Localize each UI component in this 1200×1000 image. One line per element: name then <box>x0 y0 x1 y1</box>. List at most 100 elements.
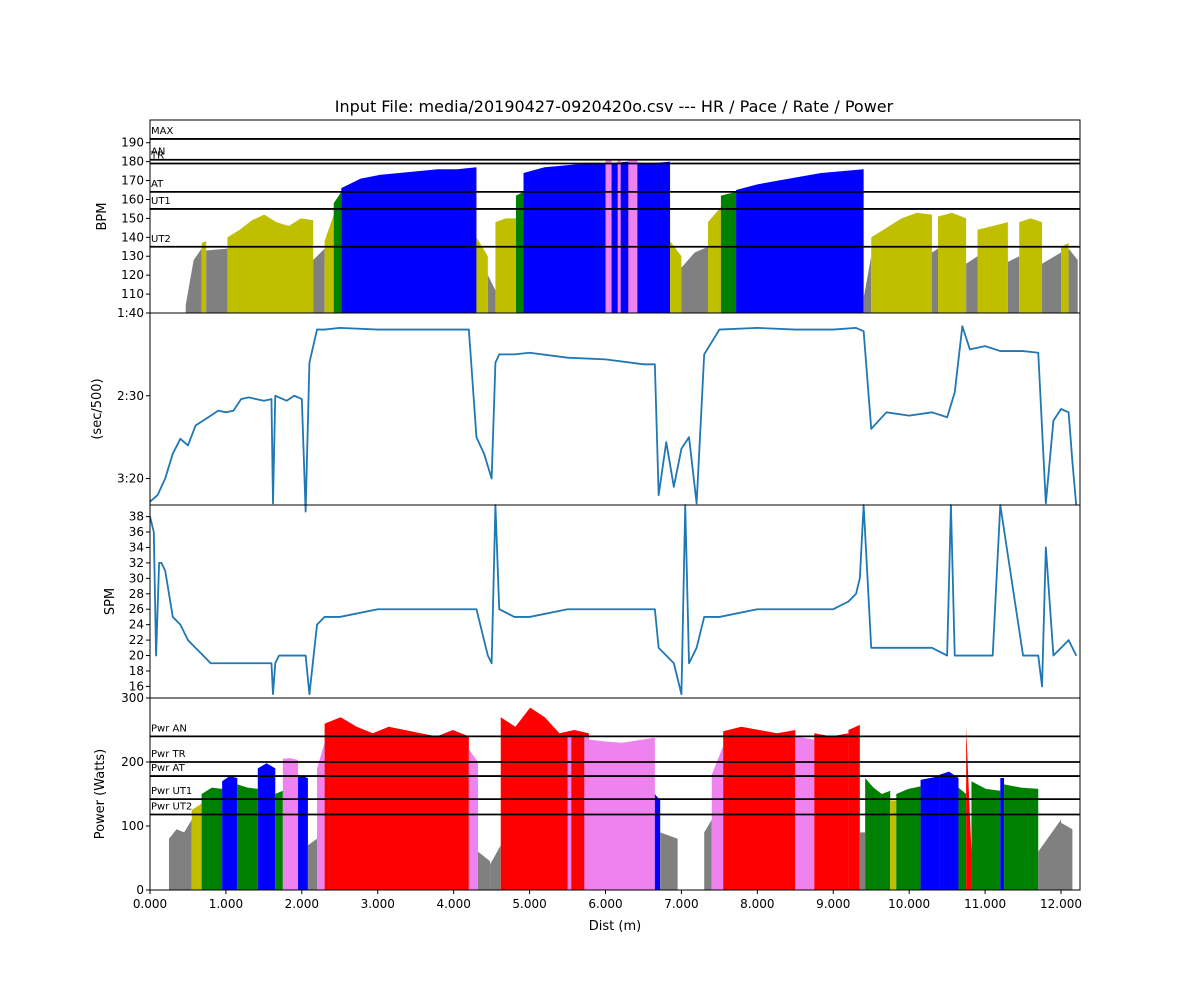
x-tick-label: 4.000 <box>436 897 470 911</box>
zone-label-pwr-ut1: Pwr UT1 <box>151 786 192 797</box>
data-point <box>483 453 485 455</box>
olive-segment-23 <box>977 222 1008 313</box>
data-point <box>1060 408 1062 410</box>
blue-segment-8 <box>298 774 308 890</box>
data-point <box>984 345 986 347</box>
data-point <box>491 477 493 480</box>
data-point <box>255 398 257 400</box>
data-point <box>202 419 204 422</box>
violet-strip-2 <box>628 159 638 313</box>
data-point <box>278 396 280 399</box>
data-point <box>301 654 303 657</box>
olive-segment-27 <box>1061 242 1069 313</box>
y-tick-label: 0 <box>136 883 144 897</box>
data-point <box>270 662 273 664</box>
data-point <box>225 411 227 413</box>
data-point <box>870 647 872 649</box>
x-tick-label: 11.000 <box>964 897 1006 911</box>
y-tick-label: 110 <box>121 287 144 301</box>
power-areas <box>168 707 1073 890</box>
axes-frame <box>149 697 1081 891</box>
data-point <box>832 608 834 610</box>
zone-label-an: AN <box>151 147 165 158</box>
data-point <box>308 362 311 364</box>
data-point <box>468 328 470 331</box>
green-segment-2 <box>201 787 223 890</box>
data-point <box>274 395 276 397</box>
y-tick-label: 130 <box>121 249 144 263</box>
violet-segment-12 <box>468 749 478 890</box>
data-point <box>240 398 242 400</box>
violet-strip-0 <box>605 159 612 313</box>
data-point <box>475 608 478 610</box>
gray-segment-0 <box>168 819 192 890</box>
x-axis-label: Dist (m) <box>589 919 641 934</box>
gray-segment-37 <box>1061 822 1073 890</box>
x-tick-label: 10.000 <box>888 897 930 911</box>
blue-segment-3 <box>222 776 238 890</box>
data-point <box>794 608 796 610</box>
data-point <box>179 624 181 626</box>
y-tick-label: 190 <box>121 136 144 150</box>
blue-segment-17 <box>654 794 661 890</box>
data-point <box>164 477 166 480</box>
data-point <box>654 608 656 610</box>
data-point <box>377 608 379 610</box>
data-point <box>160 562 162 564</box>
red-segment-21 <box>723 726 796 890</box>
y-tick-label: 32 <box>129 556 144 570</box>
blue-segment-29 <box>920 776 940 890</box>
y-tick-label: 200 <box>121 755 144 769</box>
blue-segment-34 <box>1000 778 1005 890</box>
x-tick-label: 7.000 <box>664 897 698 911</box>
violet-segment-20 <box>711 746 724 890</box>
y-tick-label: 120 <box>121 268 144 282</box>
data-point <box>931 647 933 649</box>
blue-segment-7 <box>341 167 477 313</box>
violet-segment-7 <box>282 758 299 890</box>
data-point <box>1052 419 1055 422</box>
gray-segment-9 <box>307 838 318 890</box>
data-point <box>156 494 159 496</box>
zone-label-at: AT <box>151 179 164 190</box>
data-point <box>1041 685 1043 688</box>
data-point <box>487 654 489 657</box>
data-point <box>756 327 758 329</box>
green-segment-33 <box>971 781 1001 890</box>
data-point <box>172 616 174 618</box>
x-tick-label: 3.000 <box>361 897 395 911</box>
gray-segment-2 <box>206 248 228 313</box>
x-tick-label: 9.000 <box>816 897 850 911</box>
data-point <box>870 428 872 430</box>
data-point <box>308 693 311 695</box>
x-tick-label: 1.000 <box>209 897 243 911</box>
data-point <box>272 502 274 504</box>
data-point <box>316 328 318 331</box>
data-point <box>172 453 174 455</box>
data-point <box>339 616 341 618</box>
data-point <box>415 328 417 331</box>
x-tick-label: 0.000 <box>133 897 167 911</box>
y-tick-label: 3:20 <box>117 472 144 486</box>
olive-segment-5 <box>324 214 334 313</box>
data-point <box>566 608 569 610</box>
data-point <box>604 358 607 360</box>
red-segment-32 <box>966 726 972 890</box>
olive-segment-1 <box>201 241 207 313</box>
y-axis-label: (sec/500) <box>90 378 105 439</box>
data-point <box>992 654 994 657</box>
y-tick-label: 16 <box>129 679 144 693</box>
data-point <box>187 444 189 447</box>
data-point <box>696 502 698 504</box>
zone-label-pwr-tr: Pwr TR <box>151 749 186 760</box>
zone-label-pwr-at: Pwr AT <box>151 763 186 774</box>
data-point <box>908 647 910 649</box>
data-point <box>263 400 265 402</box>
data-point <box>286 400 288 402</box>
x-tick-label: 2.000 <box>285 897 319 911</box>
data-point <box>946 416 948 418</box>
x-tick-label: 8.000 <box>740 897 774 911</box>
blue-segment-5 <box>257 763 276 890</box>
